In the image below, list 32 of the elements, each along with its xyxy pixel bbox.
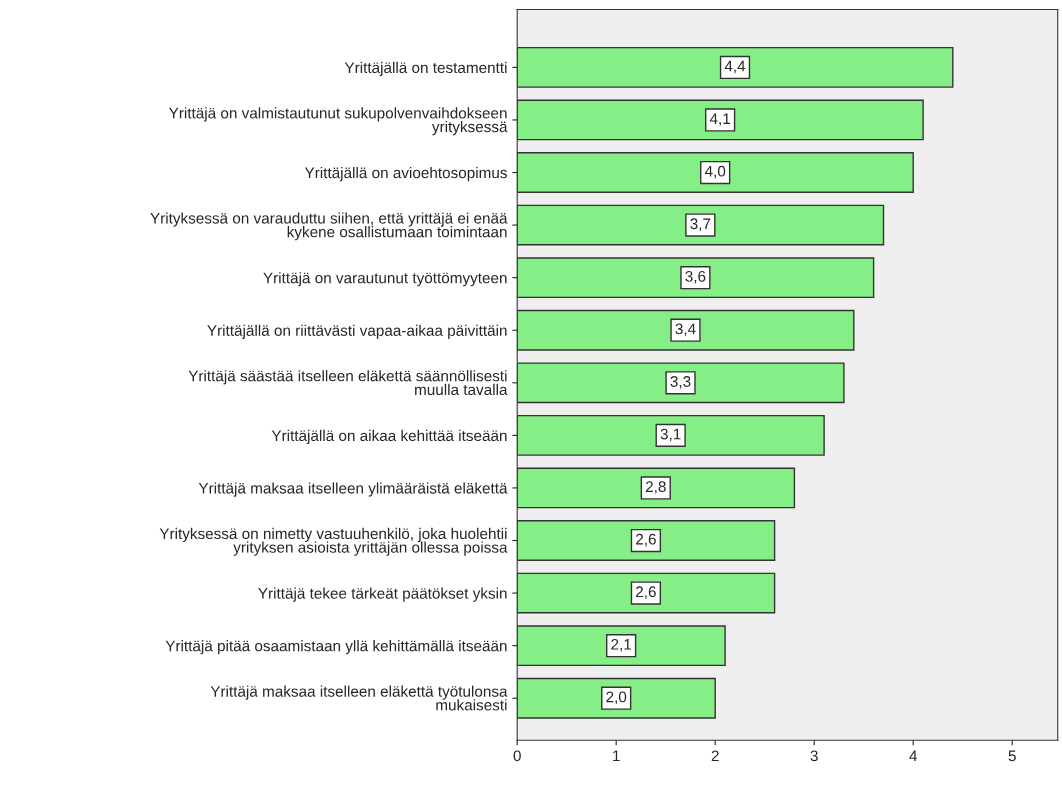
x-tick-label: 3 [810, 750, 818, 762]
data-label: 3,7 [690, 218, 711, 231]
data-label: 3,3 [670, 376, 691, 389]
data-label: 4,4 [724, 60, 746, 74]
data-label: 2,6 [636, 586, 656, 599]
data-label: 4,0 [704, 165, 726, 179]
y-tick-label: Yrittäjä pitää osaamistaan yllä kehittämällä itseään [165, 640, 507, 655]
y-tick-label: Yrittäjällä on testamentti [344, 61, 507, 77]
y-tick-label: Yrityksessä on nimetty vastuuhenkilö, joka huolehtii yrityksen asioista yrittäjän ollessa poissa [159, 527, 508, 556]
data-label: 2,1 [611, 638, 632, 652]
x-tick-label: 0 [513, 750, 521, 762]
y-tick-label: Yrittäjä on varautunut työttömyyteen [263, 272, 507, 287]
y-tick-label: Yrityksessä on varauduttu siihen, että yrittäjä ei enää kykene osallistumaan toimintaan [150, 212, 508, 241]
x-tick-label: 5 [1008, 750, 1016, 762]
y-tick-label: Yrittäjällä on riittävästi vapaa-aikaa päivittäin [207, 324, 507, 339]
y-tick-label: Yrittäjä maksaa itselleen ylimääräistä eläkettä [198, 482, 508, 497]
y-tick-label: Yrittäjällä on avioehtosopimus [304, 166, 507, 182]
x-tick-label: 1 [613, 750, 620, 762]
data-label: 2,0 [606, 691, 627, 705]
data-label: 2,6 [636, 533, 656, 547]
data-label: 3,4 [675, 323, 696, 337]
data-label: 4,1 [709, 113, 731, 126]
x-tick-label: 2 [711, 750, 719, 762]
data-label: 2,8 [645, 481, 666, 494]
y-tick-label: Yrittäjä säästää itselleen eläkettä säännöllisesti muulla tavalla [188, 370, 508, 396]
data-label: 3,1 [660, 428, 681, 442]
x-tick-label: 4 [909, 750, 918, 762]
data-label: 3,6 [685, 270, 706, 284]
y-tick-label: Yrittäjällä on aikaa kehittää itseään [271, 429, 507, 445]
y-tick-label: Yrittäjä on valmistautunut sukupolvenvaihdokseen yrityksessä [168, 107, 508, 136]
y-tick-label: Yrittäjä maksaa itselleen eläkettä työtulonsa mukaisesti [210, 685, 508, 711]
y-tick-label: Yrittäjä tekee tärkeät päätökset yksin [258, 587, 507, 602]
